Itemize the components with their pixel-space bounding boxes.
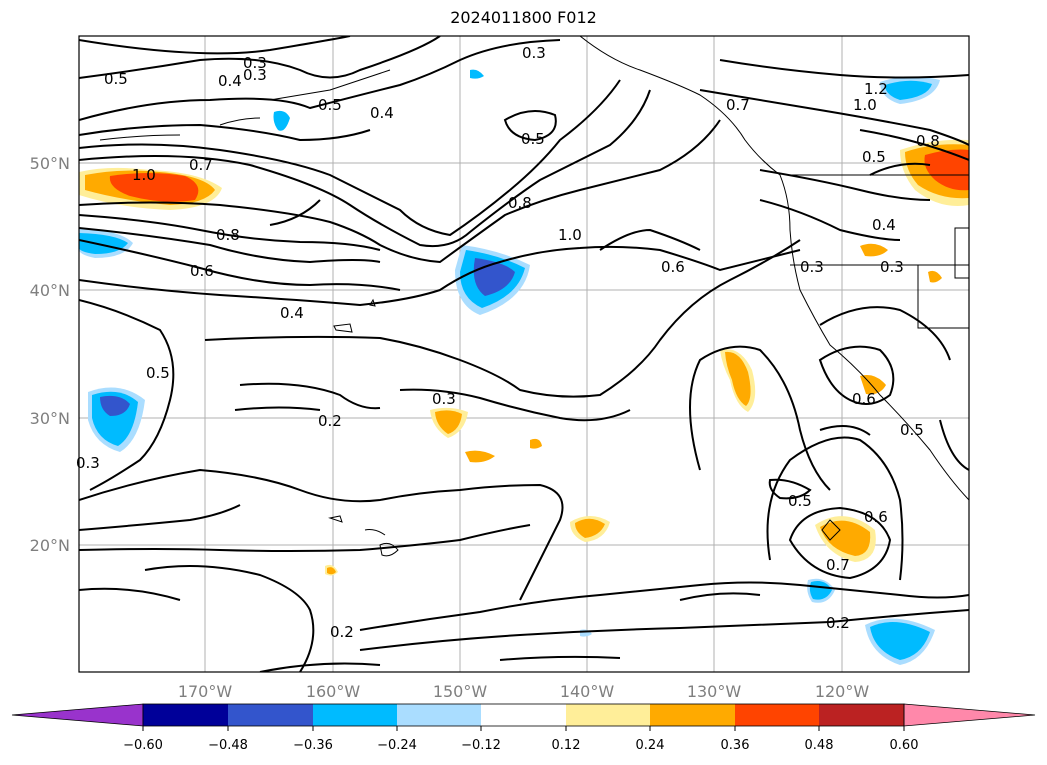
colorbar-frame — [142, 703, 905, 727]
latitude-labels: 50°N 40°N 30°N 20°N — [30, 154, 70, 555]
contour-label: 0.4 — [872, 216, 896, 234]
contour-label: 1.0 — [558, 226, 582, 244]
colorbar-tick: 0.48 — [805, 738, 834, 753]
lon-label: 120°W — [815, 682, 870, 701]
contour-label: 0.4 — [370, 104, 394, 122]
contour-label: 0.2 — [330, 623, 354, 641]
contour-label: 0.6 — [864, 508, 888, 526]
contour-labels: 0.5 0.4 0.3 0.3 0.5 0.4 0.3 0.5 0.7 1.2 … — [76, 44, 940, 641]
contour-label: 0.6 — [661, 258, 685, 276]
lon-label: 130°W — [687, 682, 742, 701]
contour-label: 0.6 — [190, 262, 214, 280]
map-background — [79, 36, 969, 672]
lat-label: 20°N — [30, 536, 70, 555]
contour-label: 0.3 — [243, 54, 267, 72]
lat-label: 30°N — [30, 409, 70, 428]
contour-label: 0.7 — [826, 556, 850, 574]
contour-label: 0.8 — [508, 194, 532, 212]
contour-label: 0.3 — [243, 66, 267, 84]
coastlines — [99, 36, 969, 557]
lon-label: 140°W — [560, 682, 615, 701]
contour-label: 0.5 — [318, 96, 342, 114]
lon-label: 160°W — [306, 682, 361, 701]
colorbar-tick: −0.36 — [293, 738, 333, 753]
colorbar-segment — [481, 704, 566, 726]
lat-label: 50°N — [30, 154, 70, 173]
contour-label: 0.2 — [318, 412, 342, 430]
contour-label: 0.4 — [218, 72, 242, 90]
contour-label: 1.2 — [864, 80, 888, 98]
colorbar-segment — [650, 704, 735, 726]
colorbar-tick: −0.60 — [123, 738, 163, 753]
contour-label: 0.5 — [862, 148, 886, 166]
contour-label: 0.4 — [280, 304, 304, 322]
contour-label: 1.0 — [853, 96, 877, 114]
contour-label: 0.3 — [432, 390, 456, 408]
contour-label: 0.3 — [522, 44, 546, 62]
colorbar-segment — [819, 704, 904, 726]
contour-label: 0.3 — [800, 258, 824, 276]
colorbar-extend-low — [11, 703, 144, 727]
contour-label: 0.2 — [826, 614, 850, 632]
colorbar-tick: 0.24 — [636, 738, 665, 753]
colorbar-tick: 0.36 — [721, 738, 750, 753]
colorbar-tick: 0.12 — [552, 738, 581, 753]
contour-label: 0.5 — [104, 70, 128, 88]
contour-label: 0.8 — [916, 132, 940, 150]
map-title: 2024011800 F012 — [450, 8, 597, 27]
colorbar-segment — [397, 704, 481, 726]
contour-label: 0.5 — [900, 421, 924, 439]
colorbar-segment — [143, 704, 228, 726]
map-frame — [78, 35, 970, 673]
colorbar-segment — [566, 704, 650, 726]
colorbar-tick: −0.48 — [208, 738, 248, 753]
contour-label: 0.6 — [852, 390, 876, 408]
lon-label: 170°W — [178, 682, 233, 701]
contour-label: 0.5 — [788, 492, 812, 510]
contour-lines — [79, 36, 969, 672]
contour-label: 0.8 — [216, 226, 240, 244]
lat-label: 40°N — [30, 281, 70, 300]
colorbar-tick: −0.12 — [461, 738, 501, 753]
colorbar-segment — [228, 704, 313, 726]
contour-label: 0.5 — [146, 364, 170, 382]
colorbar-extend-high — [903, 703, 1036, 727]
longitude-labels: 170°W 160°W 150°W 140°W 130°W 120°W — [178, 682, 870, 701]
colorbar-segment — [313, 704, 397, 726]
contour-label: 0.3 — [76, 454, 100, 472]
contour-label: 1.0 — [132, 166, 156, 184]
colorbar-tick: 0.60 — [890, 738, 919, 753]
contour-label: 0.7 — [726, 96, 750, 114]
contour-label: 0.7 — [189, 156, 213, 174]
contour-label: 0.5 — [521, 130, 545, 148]
colorbar-segment — [735, 704, 819, 726]
colorbar: −0.60 −0.48 −0.36 −0.24 −0.12 0.12 0.24 … — [11, 703, 1036, 753]
colorbar-tick: −0.24 — [377, 738, 417, 753]
contour-label: 0.3 — [880, 258, 904, 276]
lon-label: 150°W — [433, 682, 488, 701]
